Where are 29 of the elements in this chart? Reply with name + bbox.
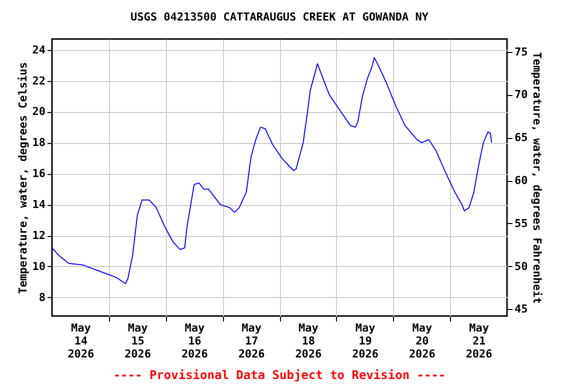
chart-title: USGS 04213500 CATTARAUGUS CREEK AT GOWANDA NY <box>130 10 429 24</box>
x-tick-label: May 15 2026 <box>124 322 152 360</box>
y2-tick-label: 60 <box>514 174 528 187</box>
y-tick-label: 14 <box>32 198 46 212</box>
x-tick-label: May 16 2026 <box>181 322 208 360</box>
y2-tick-label: 45 <box>514 302 528 316</box>
y-tick-label: 18 <box>32 136 46 150</box>
line-series <box>52 57 492 284</box>
y2-tick-label: 75 <box>514 45 528 58</box>
y2-tick-label: 70 <box>514 88 528 102</box>
x-tick-label: May 20 2026 <box>408 322 436 360</box>
y-tick-label: 8 <box>38 290 46 304</box>
y-tick-label: 20 <box>32 105 46 118</box>
text: ---- Provisional Data Subject to Revision ---- <box>113 368 446 382</box>
y2-axis-title: Temperature, water, degrees Fahrenheit <box>530 52 544 304</box>
y-axis-title: Temperature, water, degrees Celsius <box>16 62 30 294</box>
y-tick-label: 10 <box>32 260 46 273</box>
y-tick-label: 16 <box>32 167 46 180</box>
y-tick-label: 24 <box>32 43 46 56</box>
x-tick-label: May 19 2026 <box>352 322 379 360</box>
y-tick-label: 22 <box>32 74 46 88</box>
x-tick-label: May 18 2026 <box>295 322 322 360</box>
y2-tick-label: 55 <box>514 216 528 230</box>
y2-tick-label: 65 <box>514 131 528 144</box>
x-tick-label: May 17 2026 <box>238 322 266 360</box>
y-tick-label: 12 <box>32 229 46 242</box>
x-tick-label: May 21 2026 <box>466 322 493 360</box>
y2-tick-label: 50 <box>514 260 528 273</box>
x-tick-label: May 14 2026 <box>68 322 95 360</box>
